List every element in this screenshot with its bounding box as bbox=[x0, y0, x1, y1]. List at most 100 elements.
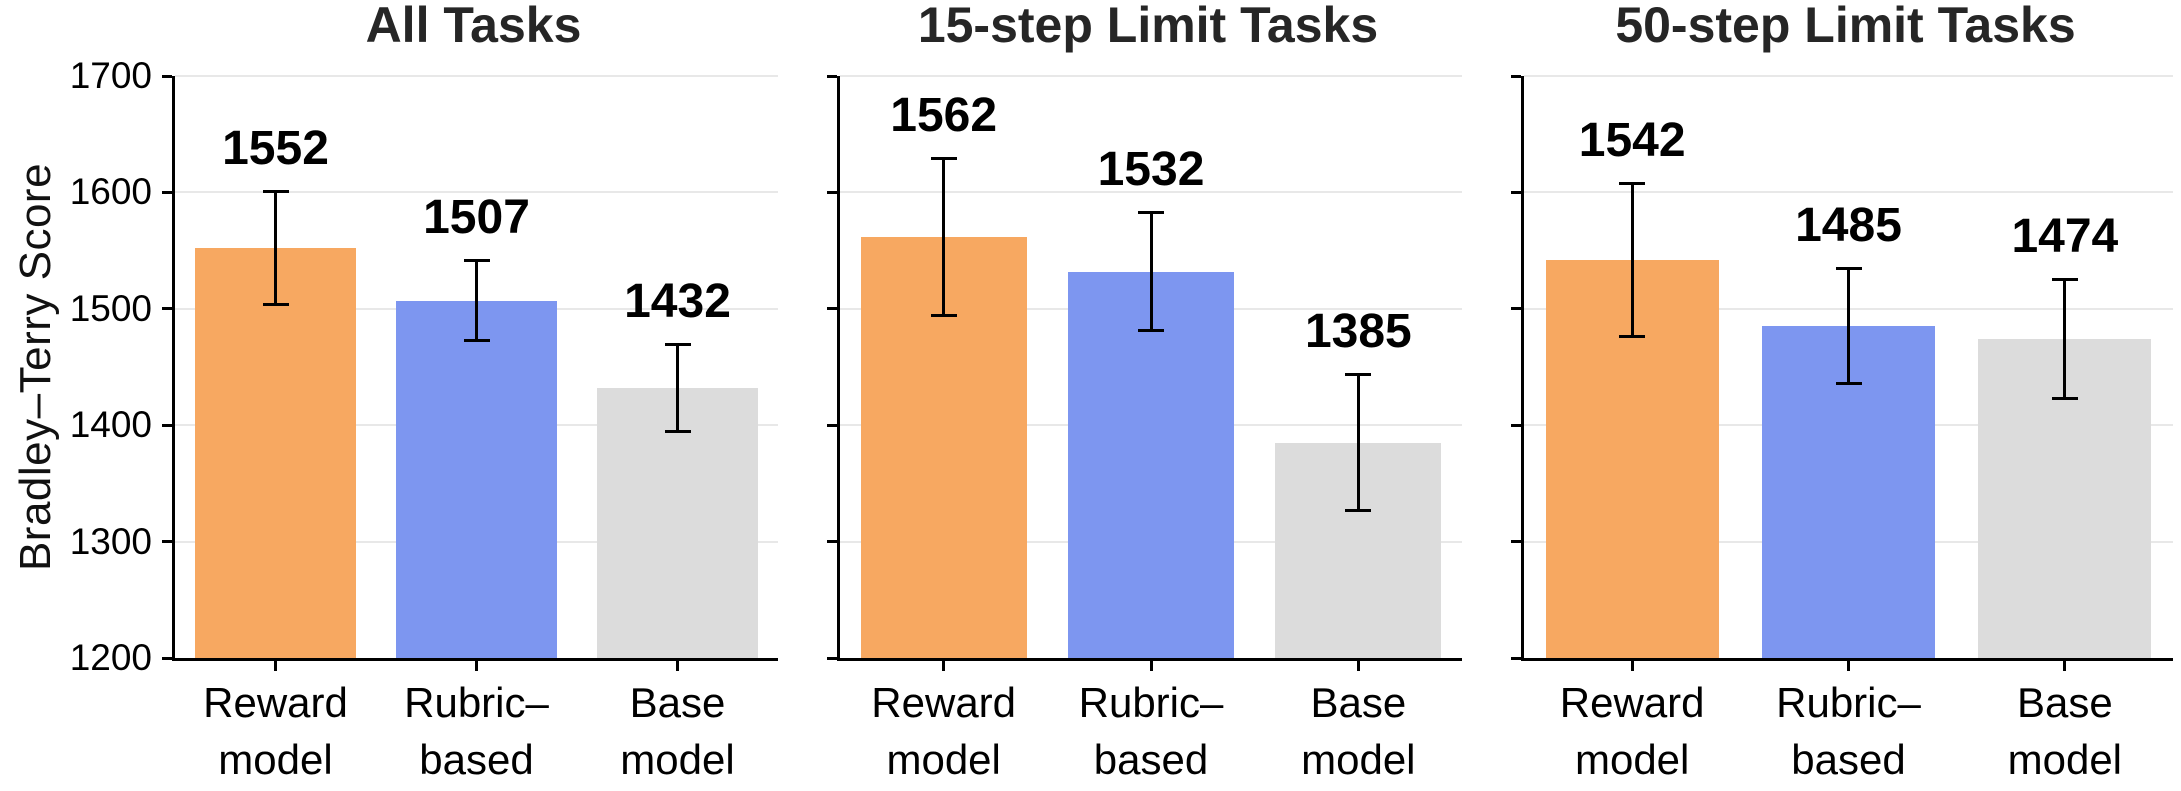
error-bar-cap-top bbox=[1138, 211, 1164, 215]
y-tick-mark bbox=[1511, 423, 1521, 427]
x-tick-label-line: model bbox=[1301, 736, 1416, 783]
y-tick-mark bbox=[827, 190, 837, 194]
x-tick-label-line: based bbox=[1791, 736, 1906, 783]
error-bar bbox=[1630, 184, 1634, 336]
x-tick-mark bbox=[1847, 661, 1850, 671]
x-tick-mark bbox=[1356, 661, 1360, 671]
plot-area: 1542 Reward model 1485 Rubric– based 1474 Base m… bbox=[1511, 74, 2173, 783]
x-tick-label: Rubric– based bbox=[1729, 674, 1969, 788]
bar-value-label: 1562 bbox=[890, 88, 998, 142]
y-tick-label: 1600 bbox=[69, 171, 152, 213]
x-tick-mark bbox=[1630, 661, 1634, 671]
error-bar-cap-bottom bbox=[262, 303, 289, 307]
x-tick-label: Rubric– based bbox=[357, 674, 597, 788]
bar-blue bbox=[396, 300, 557, 658]
bar-value-label: 1474 bbox=[2011, 209, 2119, 263]
x-tick-label: Reward model bbox=[824, 674, 1064, 788]
y-tick-mark bbox=[1511, 656, 1521, 660]
error-bar bbox=[274, 192, 277, 305]
bar-orange bbox=[195, 248, 356, 658]
x-tick-label-line: Base bbox=[2016, 679, 2113, 726]
error-bar bbox=[1149, 213, 1153, 330]
plot-area: 1562 Reward model 1532 Rubric– based 1385 Base m… bbox=[827, 74, 1462, 783]
x-tick-mark bbox=[2063, 661, 2067, 671]
x-tick-label: Rubric– based bbox=[1031, 674, 1271, 788]
panel-title: 15-step Limit Tasks bbox=[917, 0, 1379, 53]
x-tick-label-line: model bbox=[218, 736, 333, 783]
bar-value-label: 1552 bbox=[222, 122, 329, 176]
y-tick-label: 1200 bbox=[69, 637, 152, 678]
x-tick-label-line: Base bbox=[1310, 679, 1407, 726]
y-tick-mark bbox=[162, 190, 172, 194]
x-tick-label-line: Reward bbox=[203, 679, 348, 726]
bar-value-label: 1532 bbox=[1097, 143, 1205, 197]
gridline bbox=[175, 191, 778, 194]
x-tick-label: Base model bbox=[1945, 674, 2181, 788]
panel-title: All Tasks bbox=[365, 0, 582, 53]
gridline bbox=[1524, 191, 2173, 194]
error-bar-cap-bottom bbox=[1138, 328, 1164, 332]
x-tick-label: Base model bbox=[1238, 674, 1478, 788]
error-bar-cap-top bbox=[1619, 182, 1646, 186]
x-tick-label-line: Reward bbox=[1559, 679, 1705, 726]
error-bar-cap-bottom bbox=[1345, 509, 1372, 513]
error-bar-cap-bottom bbox=[463, 339, 490, 343]
y-tick-mark bbox=[1511, 540, 1521, 544]
x-tick-label: Reward model bbox=[1512, 674, 1752, 788]
gridline bbox=[1524, 75, 2173, 77]
x-tick-label: Reward model bbox=[156, 674, 396, 788]
x-tick-label-line: Rubric– bbox=[1078, 679, 1224, 726]
x-tick-label-line: Rubric– bbox=[1776, 679, 1921, 726]
error-bar bbox=[676, 344, 679, 432]
y-tick-mark bbox=[162, 307, 172, 311]
x-tick-label-line: based bbox=[1093, 736, 1209, 783]
error-bar bbox=[1356, 375, 1360, 511]
error-bar-cap-top bbox=[1345, 373, 1372, 377]
gridline bbox=[175, 75, 778, 77]
x-tick-label-line: model bbox=[2007, 736, 2123, 783]
bar-value-label: 1385 bbox=[1304, 305, 1412, 359]
error-bar-cap-bottom bbox=[1835, 382, 1862, 386]
error-bar-cap-bottom bbox=[664, 430, 691, 434]
x-tick-mark bbox=[475, 661, 478, 671]
y-tick-mark bbox=[827, 423, 837, 427]
error-bar bbox=[942, 158, 946, 315]
bar-value-label: 1432 bbox=[624, 274, 731, 328]
y-tick-mark bbox=[1511, 190, 1521, 194]
y-tick-label: 1300 bbox=[69, 520, 152, 562]
y-tick-mark bbox=[827, 656, 837, 660]
error-bar-cap-top bbox=[1835, 267, 1862, 271]
x-tick-label-line: Reward bbox=[871, 679, 1017, 726]
error-bar-cap-top bbox=[463, 259, 490, 263]
error-bar-cap-top bbox=[664, 342, 691, 346]
y-tick-mark bbox=[162, 74, 172, 78]
error-bar bbox=[2063, 279, 2067, 399]
x-tick-mark bbox=[942, 661, 946, 671]
error-bar bbox=[1847, 269, 1850, 384]
bar-value-label: 1542 bbox=[1578, 114, 1686, 168]
error-bar-cap-top bbox=[262, 190, 289, 194]
error-bar-cap-bottom bbox=[930, 313, 957, 317]
y-tick-mark bbox=[827, 74, 837, 78]
y-tick-label: 1500 bbox=[69, 287, 152, 329]
x-tick-label: Base model bbox=[558, 674, 798, 788]
x-tick-label-line: based bbox=[419, 736, 534, 783]
y-tick-mark bbox=[162, 423, 172, 427]
panel-title: 50-step Limit Tasks bbox=[1615, 0, 2076, 53]
error-bar-cap-bottom bbox=[1619, 334, 1646, 338]
x-tick-label-line: Base bbox=[629, 679, 726, 726]
x-tick-label-line: model bbox=[620, 736, 735, 783]
y-tick-mark bbox=[827, 540, 837, 544]
error-bar bbox=[475, 261, 478, 341]
error-bar-cap-bottom bbox=[2051, 397, 2078, 401]
x-tick-label-line: model bbox=[886, 736, 1001, 783]
y-tick-mark bbox=[1511, 307, 1521, 311]
bar-value-label: 1485 bbox=[1795, 199, 1902, 253]
x-tick-mark bbox=[274, 661, 277, 671]
y-tick-label: 1700 bbox=[69, 55, 152, 96]
y-tick-mark bbox=[1511, 74, 1521, 78]
x-tick-mark bbox=[1149, 661, 1153, 671]
plot-area: 1200 1300 1400 1500 1600 1700 1552 Reward model 1… bbox=[70, 56, 778, 783]
y-tick-label: 1400 bbox=[69, 404, 152, 446]
